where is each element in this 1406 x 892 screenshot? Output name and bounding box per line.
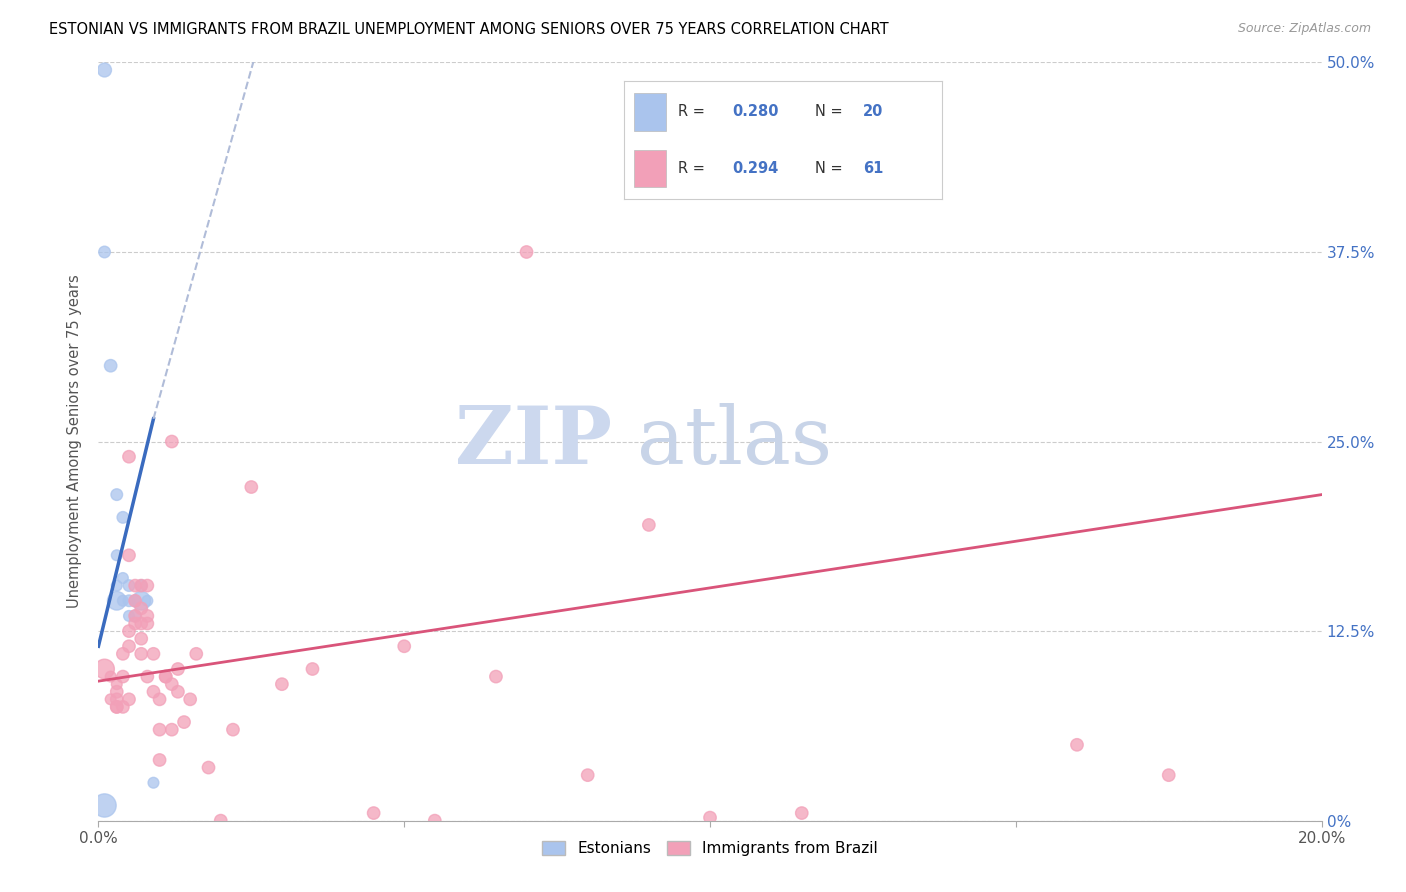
- Point: [124, 594, 146, 608]
- Point: [142, 776, 165, 790]
- Point: [124, 594, 146, 608]
- Point: [160, 434, 183, 449]
- Point: [167, 685, 190, 699]
- Point: [129, 579, 152, 593]
- Point: [129, 579, 152, 593]
- Point: [93, 62, 115, 77]
- Point: [105, 692, 128, 706]
- Point: [93, 662, 115, 676]
- Point: [111, 699, 134, 714]
- Point: [136, 616, 159, 631]
- Point: [118, 608, 141, 623]
- Point: [155, 669, 177, 683]
- Point: [105, 594, 128, 608]
- Point: [129, 647, 152, 661]
- Point: [118, 624, 141, 639]
- Point: [105, 685, 128, 699]
- Point: [149, 723, 172, 737]
- Point: [111, 594, 134, 608]
- Point: [129, 616, 152, 631]
- Point: [124, 579, 146, 593]
- Point: [105, 677, 128, 691]
- Point: [129, 601, 152, 615]
- Point: [167, 662, 190, 676]
- Text: atlas: atlas: [637, 402, 832, 481]
- Point: [142, 685, 165, 699]
- Point: [105, 487, 128, 501]
- Point: [363, 806, 385, 821]
- Point: [1066, 738, 1088, 752]
- Point: [485, 669, 508, 683]
- Point: [118, 450, 141, 464]
- Point: [186, 647, 208, 661]
- Point: [160, 723, 183, 737]
- Point: [93, 244, 115, 259]
- Point: [392, 639, 416, 653]
- Point: [100, 692, 122, 706]
- Point: [136, 594, 159, 608]
- Point: [124, 608, 146, 623]
- Point: [197, 760, 219, 774]
- Point: [111, 647, 134, 661]
- Y-axis label: Unemployment Among Seniors over 75 years: Unemployment Among Seniors over 75 years: [67, 275, 83, 608]
- Point: [222, 723, 245, 737]
- Point: [111, 510, 134, 524]
- Point: [124, 616, 146, 631]
- Text: ESTONIAN VS IMMIGRANTS FROM BRAZIL UNEMPLOYMENT AMONG SENIORS OVER 75 YEARS CORR: ESTONIAN VS IMMIGRANTS FROM BRAZIL UNEMP…: [49, 22, 889, 37]
- Legend: Estonians, Immigrants from Brazil: Estonians, Immigrants from Brazil: [536, 835, 884, 863]
- Point: [155, 669, 177, 683]
- Point: [790, 806, 813, 821]
- Point: [1157, 768, 1180, 782]
- Point: [118, 692, 141, 706]
- Point: [179, 692, 201, 706]
- Point: [105, 699, 128, 714]
- Point: [142, 647, 165, 661]
- Point: [105, 548, 128, 563]
- Point: [118, 579, 141, 593]
- Point: [516, 244, 538, 259]
- Point: [136, 579, 159, 593]
- Point: [100, 669, 122, 683]
- Point: [301, 662, 323, 676]
- Point: [111, 571, 134, 585]
- Point: [118, 639, 141, 653]
- Point: [129, 632, 152, 646]
- Point: [118, 594, 141, 608]
- Point: [423, 814, 446, 828]
- Point: [149, 753, 172, 767]
- Point: [105, 699, 128, 714]
- Point: [129, 594, 152, 608]
- Point: [576, 768, 599, 782]
- Point: [173, 715, 195, 730]
- Point: [105, 579, 128, 593]
- Point: [100, 359, 122, 373]
- Point: [136, 669, 159, 683]
- Point: [124, 608, 146, 623]
- Text: Source: ZipAtlas.com: Source: ZipAtlas.com: [1237, 22, 1371, 36]
- Point: [118, 548, 141, 563]
- Point: [209, 814, 232, 828]
- Point: [136, 608, 159, 623]
- Point: [111, 669, 134, 683]
- Text: ZIP: ZIP: [456, 402, 612, 481]
- Point: [637, 517, 661, 532]
- Point: [240, 480, 263, 494]
- Point: [93, 798, 115, 813]
- Point: [270, 677, 292, 691]
- Point: [160, 677, 183, 691]
- Point: [699, 811, 721, 825]
- Point: [149, 692, 172, 706]
